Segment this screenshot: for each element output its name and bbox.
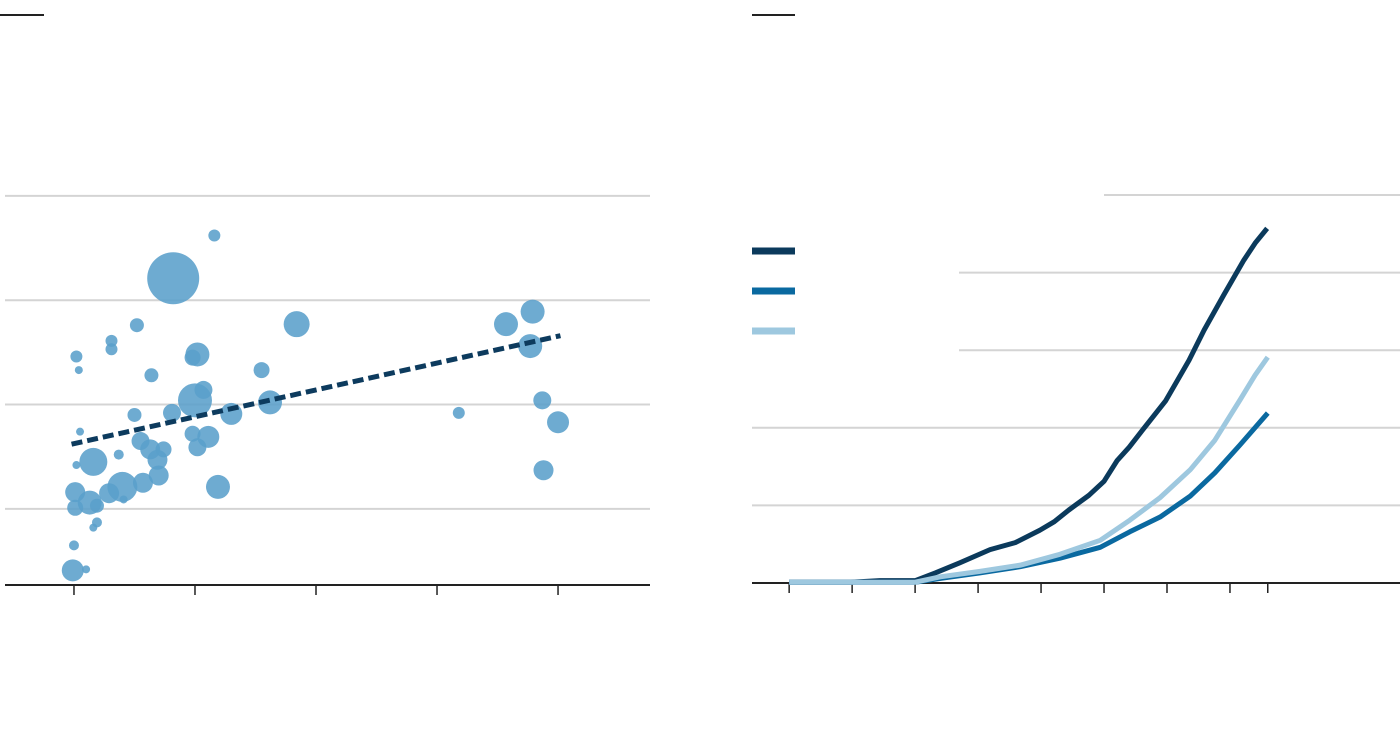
bubble xyxy=(74,366,83,375)
bubble xyxy=(127,407,142,422)
series-line xyxy=(789,411,1270,585)
bubble xyxy=(82,565,91,574)
bubble xyxy=(99,483,120,504)
bubble xyxy=(493,312,518,337)
series-line xyxy=(789,355,1270,585)
bubble xyxy=(113,449,124,460)
bubble xyxy=(533,391,552,410)
bubble xyxy=(119,495,128,504)
bubble xyxy=(184,425,201,442)
bubble xyxy=(68,540,79,551)
series-line xyxy=(789,226,1270,585)
bubble xyxy=(205,474,230,499)
trend-line xyxy=(71,333,561,447)
bubble xyxy=(61,559,84,582)
bubble xyxy=(253,362,270,379)
bubble xyxy=(79,447,108,476)
bubble xyxy=(76,427,85,436)
bubble xyxy=(65,482,86,503)
bubble xyxy=(132,472,153,493)
bubble xyxy=(70,350,83,363)
bubble xyxy=(148,465,169,486)
bubble xyxy=(520,299,545,324)
bubble xyxy=(533,460,554,481)
bubble xyxy=(147,449,168,470)
bubble xyxy=(105,334,118,347)
bubble xyxy=(144,368,159,383)
bubble xyxy=(184,349,201,366)
bubble xyxy=(162,403,181,422)
bubble xyxy=(72,461,81,470)
bubble xyxy=(283,311,310,338)
bubble xyxy=(89,498,104,513)
bubble xyxy=(129,318,144,333)
bubble xyxy=(547,411,570,434)
bubble xyxy=(194,380,213,399)
bubble xyxy=(105,343,118,356)
bubble xyxy=(89,523,98,532)
bubble xyxy=(518,334,543,359)
bubble xyxy=(147,252,200,305)
bubble xyxy=(188,438,207,457)
bubble xyxy=(452,406,465,419)
bubble xyxy=(67,499,84,516)
bubble xyxy=(208,229,221,242)
